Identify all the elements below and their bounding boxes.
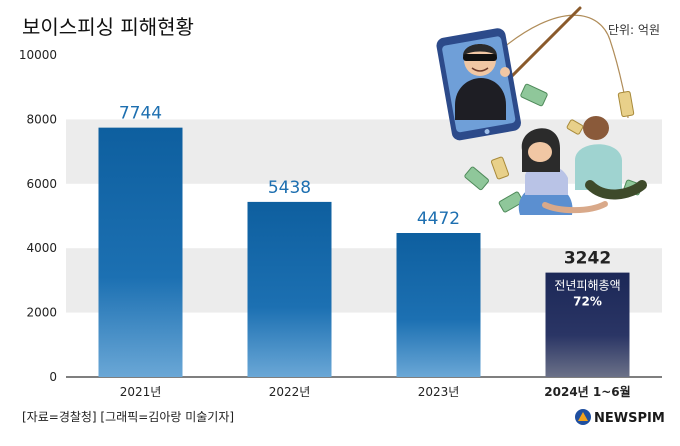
scammer-icon <box>455 44 510 120</box>
y-axis: 0 2000 4000 6000 8000 10000 <box>19 48 57 384</box>
source-credit: [자료=경찰청] [그래픽=김아랑 미술기자] <box>22 410 234 424</box>
y-tick-label: 4000 <box>26 241 57 255</box>
victim-man-icon <box>575 116 647 200</box>
x-tick-label-4: 2024년 1~6월 <box>544 384 630 399</box>
y-tick-label: 0 <box>49 370 57 384</box>
x-axis: 2021년 2022년 2023년 2024년 1~6월 <box>120 384 631 399</box>
bar-4 <box>545 272 630 377</box>
annotation-line2: 72% <box>573 295 602 309</box>
voice-phishing-scammer-illustration <box>436 6 647 215</box>
value-label-2: 5438 <box>268 178 311 198</box>
y-tick-label: 6000 <box>26 177 57 191</box>
value-label-4: 3242 <box>564 249 611 269</box>
x-tick-label-2: 2022년 <box>269 385 311 399</box>
brand-name: NEWSPIM <box>594 411 665 426</box>
value-label-3: 4472 <box>417 209 460 229</box>
value-label-1: 7744 <box>119 104 162 124</box>
unit-label: 단위: 억원 <box>608 23 660 37</box>
bar-2 <box>247 201 332 377</box>
x-tick-label-1: 2021년 <box>120 385 162 399</box>
x-tick-label-3: 2023년 <box>418 385 460 399</box>
newspim-logo: NEWSPIM <box>575 409 665 426</box>
y-tick-label: 2000 <box>26 306 57 320</box>
bar-1 <box>98 127 183 377</box>
chart-title: 보이스피싱 피해현황 <box>22 15 194 39</box>
y-tick-label: 10000 <box>19 48 57 62</box>
bar-series <box>98 127 630 377</box>
victim-woman-icon <box>518 128 608 215</box>
bar-3 <box>396 233 481 377</box>
value-labels: 7744 5438 4472 3242 <box>119 104 611 269</box>
y-tick-label: 8000 <box>26 112 57 126</box>
annotation-line1: 전년피해총액 <box>554 279 620 293</box>
